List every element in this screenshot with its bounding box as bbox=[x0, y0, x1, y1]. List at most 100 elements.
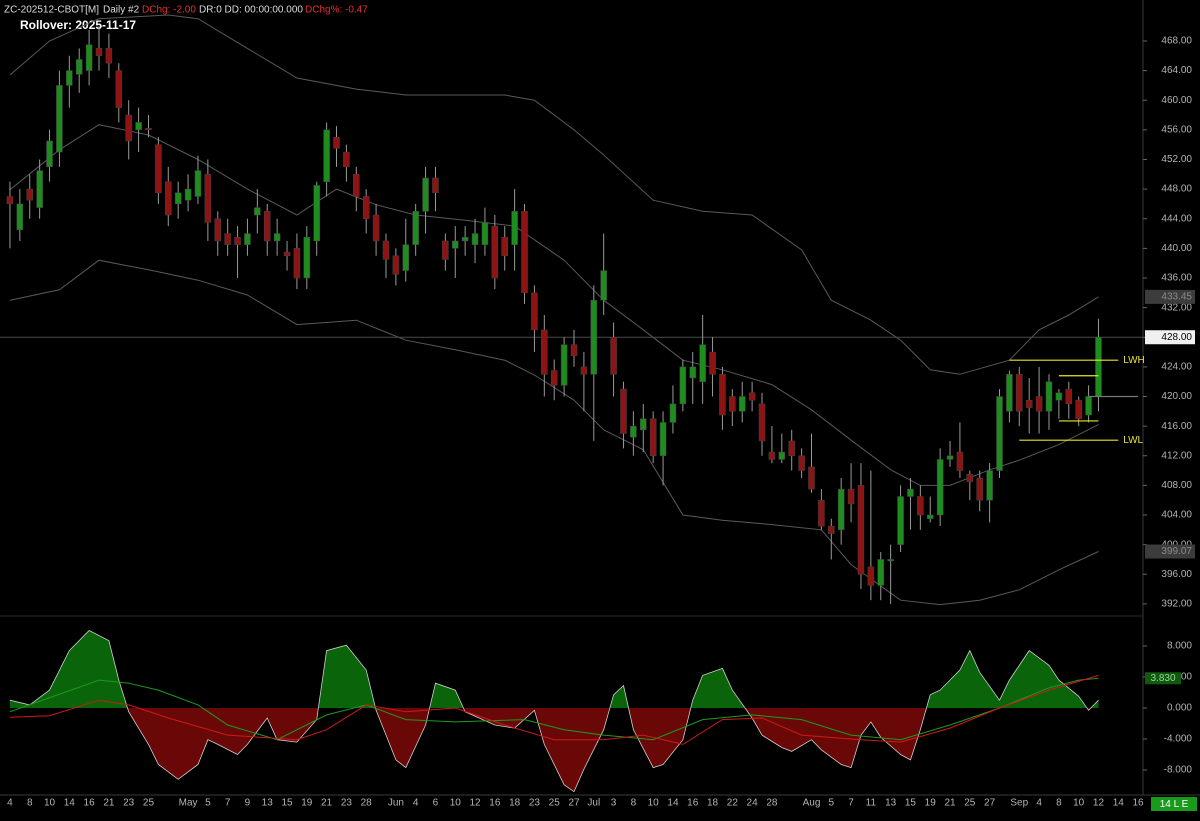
candle-body bbox=[1006, 374, 1013, 412]
x-tick-label: 9 bbox=[245, 798, 251, 809]
x-tick-label: Jul bbox=[587, 798, 600, 809]
day-range: DR:0 DD: 00:00:00.000 bbox=[199, 5, 303, 16]
y-tick-label: 412.00 bbox=[1161, 450, 1192, 461]
candle-body bbox=[689, 366, 696, 379]
level-label: LWH bbox=[1123, 355, 1144, 366]
x-tick-label: 16 bbox=[1132, 798, 1144, 809]
candle-body bbox=[1095, 336, 1102, 397]
candle-body bbox=[303, 236, 311, 279]
x-tick-label: 23 bbox=[123, 798, 135, 809]
y-tick-label: 464.00 bbox=[1161, 65, 1192, 76]
candle-body bbox=[85, 44, 93, 71]
value-box bbox=[1145, 672, 1181, 685]
candle-body bbox=[46, 140, 53, 168]
candle-body bbox=[1055, 392, 1063, 401]
x-tick-label: 12 bbox=[469, 798, 481, 809]
x-tick-label: 21 bbox=[103, 798, 115, 809]
candle-body bbox=[75, 59, 83, 75]
y-tick-label: 0.000 bbox=[1167, 703, 1192, 714]
level-label: LWL bbox=[1123, 435, 1143, 446]
candle-body bbox=[184, 188, 192, 201]
x-tick-label: 3 bbox=[611, 798, 617, 809]
x-tick-label: 14 bbox=[1113, 798, 1125, 809]
candle-body bbox=[66, 70, 73, 86]
candle-body bbox=[550, 370, 558, 386]
x-tick-label: 7 bbox=[848, 798, 854, 809]
candle-body bbox=[204, 174, 212, 223]
y-tick-label: 444.00 bbox=[1161, 213, 1192, 224]
oscillator-outline bbox=[9, 630, 1099, 793]
candle-body bbox=[738, 396, 746, 412]
x-tick-label: Sep bbox=[1010, 798, 1028, 809]
candle-body bbox=[679, 366, 687, 405]
candle-body bbox=[917, 496, 924, 516]
x-tick-label: 5 bbox=[205, 798, 211, 809]
x-tick-label: 12 bbox=[1093, 798, 1105, 809]
x-tick-label: 22 bbox=[727, 798, 739, 809]
candle-body bbox=[570, 344, 578, 357]
candle-body bbox=[1085, 396, 1092, 416]
y-tick-label: -4.000 bbox=[1164, 734, 1193, 745]
candle-body bbox=[234, 236, 241, 245]
candle-body bbox=[887, 559, 894, 562]
candle-body bbox=[1075, 399, 1082, 419]
candle-body bbox=[105, 48, 113, 64]
candle-body bbox=[857, 485, 865, 575]
candle-body bbox=[402, 244, 410, 271]
candle-body bbox=[709, 351, 716, 375]
x-tick-label: 11 bbox=[866, 798, 877, 809]
candle-body bbox=[926, 514, 934, 519]
y-tick-label: 456.00 bbox=[1161, 124, 1192, 135]
x-tick-label: 16 bbox=[489, 798, 501, 809]
candle-body bbox=[610, 336, 617, 375]
price-box-label: 433.45 bbox=[1161, 292, 1192, 303]
x-tick-label: 25 bbox=[549, 798, 561, 809]
candle-body bbox=[95, 48, 103, 57]
price-box bbox=[1145, 544, 1195, 559]
candle-body bbox=[976, 477, 983, 501]
candle-body bbox=[293, 248, 301, 279]
x-tick-label: 28 bbox=[766, 798, 778, 809]
band-line bbox=[9, 14, 1099, 375]
candle-body bbox=[491, 225, 499, 279]
candle-body bbox=[273, 233, 281, 242]
candle-body bbox=[867, 566, 875, 586]
candle-body bbox=[630, 425, 637, 438]
candle-body bbox=[620, 388, 627, 434]
candle-body bbox=[224, 233, 231, 245]
y-tick-label: 416.00 bbox=[1161, 421, 1192, 432]
x-tick-label: 25 bbox=[964, 798, 976, 809]
candle-body bbox=[283, 251, 291, 257]
x-tick-label: 27 bbox=[568, 798, 580, 809]
candle-body bbox=[808, 466, 815, 490]
candle-body bbox=[333, 137, 340, 149]
candle-body bbox=[125, 114, 132, 142]
candle-body bbox=[372, 214, 380, 242]
x-tick-label: 21 bbox=[321, 798, 333, 809]
value-box-label: 3.830 bbox=[1150, 673, 1175, 684]
x-tick-label: 27 bbox=[984, 798, 996, 809]
x-tick-label: 6 bbox=[433, 798, 439, 809]
y-tick-label: 460.00 bbox=[1161, 95, 1192, 106]
status: 14 L E bbox=[1160, 799, 1189, 810]
x-tick-label: 24 bbox=[747, 798, 759, 809]
candle-body bbox=[36, 170, 43, 208]
price-box-label: 428.00 bbox=[1161, 332, 1192, 343]
candle-body bbox=[758, 403, 766, 442]
price-box bbox=[1145, 289, 1195, 304]
candle-body bbox=[471, 233, 479, 245]
x-tick-label: 14 bbox=[667, 798, 679, 809]
candle-body bbox=[531, 292, 538, 331]
x-tick-label: 5 bbox=[829, 798, 835, 809]
x-tick-label: 10 bbox=[450, 798, 462, 809]
candle-body bbox=[818, 499, 825, 527]
candle-body bbox=[1045, 381, 1053, 412]
x-tick-label: 10 bbox=[1073, 798, 1085, 809]
y-tick-label: 408.00 bbox=[1161, 480, 1192, 491]
candle-body bbox=[907, 488, 914, 497]
candle-body bbox=[659, 422, 667, 457]
signal-line bbox=[9, 677, 1099, 741]
candle-body bbox=[1025, 399, 1033, 408]
candle-body bbox=[600, 270, 607, 301]
